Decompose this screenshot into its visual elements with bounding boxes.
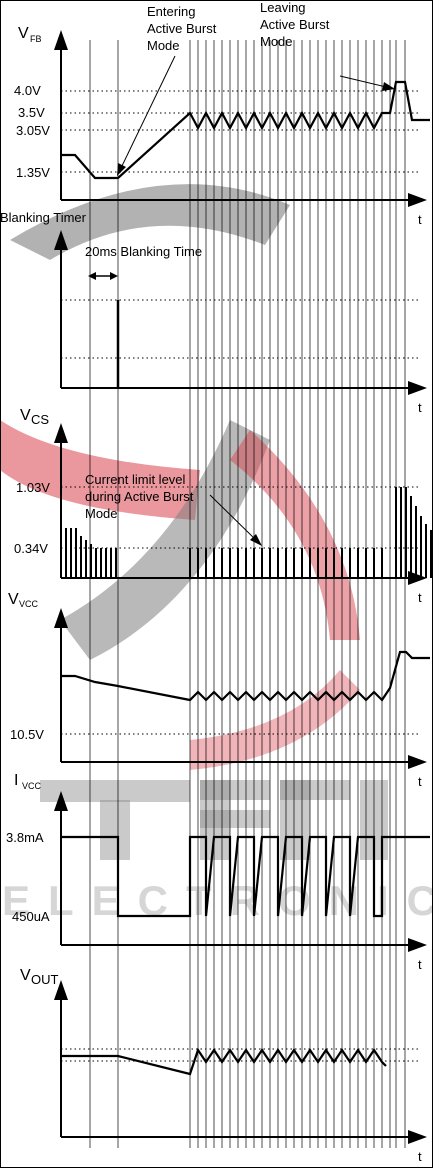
vfb-entering-1: Entering [147, 4, 195, 19]
panel-blanking: t Blanking Timer 20ms Blanking Time [0, 210, 427, 415]
vcs-t-label: t [418, 590, 422, 605]
vcs-annot-2: during Active Burst [85, 489, 194, 504]
ivcc-t-label: t [418, 957, 422, 972]
vfb-label-sub: FB [30, 34, 42, 44]
blanking-label: Blanking Timer [0, 210, 87, 225]
vfb-leaving-3: Mode [260, 34, 293, 49]
vfb-leaving-1: Leaving [260, 0, 306, 15]
watermark-gray-swoosh [60, 420, 270, 660]
vvcc-t-label: t [418, 774, 422, 789]
panel-vcs: t V CS 1.03V 0.34V Current limit level d… [14, 407, 432, 605]
vcs-pulses [65, 487, 432, 578]
vfb-y-arrow [54, 30, 68, 50]
vcs-tick-0v34: 0.34V [14, 541, 48, 556]
watermark-gray-arc [10, 184, 290, 260]
ivcc-tick-3m8: 3.8mA [6, 830, 44, 845]
vfb-t-label: t [418, 212, 422, 227]
blanking-t-label: t [418, 400, 422, 415]
vcs-label-main: V [20, 407, 31, 424]
time-grid [89, 40, 406, 1148]
vvcc-tick-10v5: 10.5V [10, 727, 44, 742]
vfb-entering-2: Active Burst [147, 21, 217, 36]
vout-t-label: t [418, 1149, 422, 1164]
vfb-tick-4v: 4.0V [14, 83, 41, 98]
vcs-label-sub: CS [31, 412, 49, 427]
watermark-pink-swoosh2 [190, 670, 360, 770]
vfb-leaving-2: Active Burst [260, 17, 330, 32]
ivcc-label-sub: VCC [22, 781, 42, 791]
watermark: ELECTRONIC [0, 184, 433, 924]
vout-waveform [61, 1047, 387, 1076]
watermark-pink-arc [0, 420, 200, 520]
watermark-pink-swoosh [230, 430, 360, 640]
panel-ivcc: t I VCC 3.8mA 450uA [6, 772, 430, 972]
vvcc-label-main: V [8, 591, 19, 608]
vvcc-waveform [61, 650, 430, 702]
vcs-tick-1v03: 1.03V [16, 480, 50, 495]
vfb-tick-1v35: 1.35V [16, 165, 50, 180]
watermark-text: ELECTRONIC [2, 877, 433, 924]
vcs-annot-3: Mode [85, 506, 118, 521]
vfb-x-arrow [408, 193, 427, 207]
blanking-time-label: 20ms Blanking Time [85, 244, 202, 259]
vout-label-sub: OUT [31, 972, 59, 987]
vfb-waveform [61, 80, 430, 180]
ivcc-label-main: I [14, 772, 18, 789]
panel-vfb: t V FB 4.0V 3.5V 3.05V 1.35V Entering Ac… [14, 0, 430, 227]
vcs-annot-1: Current limit level [85, 472, 186, 487]
vfb-entering-3: Mode [147, 38, 180, 53]
panel-vout: t V OUT [20, 967, 427, 1164]
panel-vvcc: t V VCC 10.5V [8, 591, 430, 789]
ivcc-waveform [61, 835, 430, 918]
vvcc-label-sub: VCC [19, 599, 39, 609]
vfb-tick-3v5: 3.5V [18, 105, 45, 120]
ivcc-tick-450u: 450uA [12, 909, 50, 924]
vfb-tick-3v05: 3.05V [16, 123, 50, 138]
vfb-label-main: V [18, 25, 29, 42]
vout-label-main: V [20, 967, 31, 984]
